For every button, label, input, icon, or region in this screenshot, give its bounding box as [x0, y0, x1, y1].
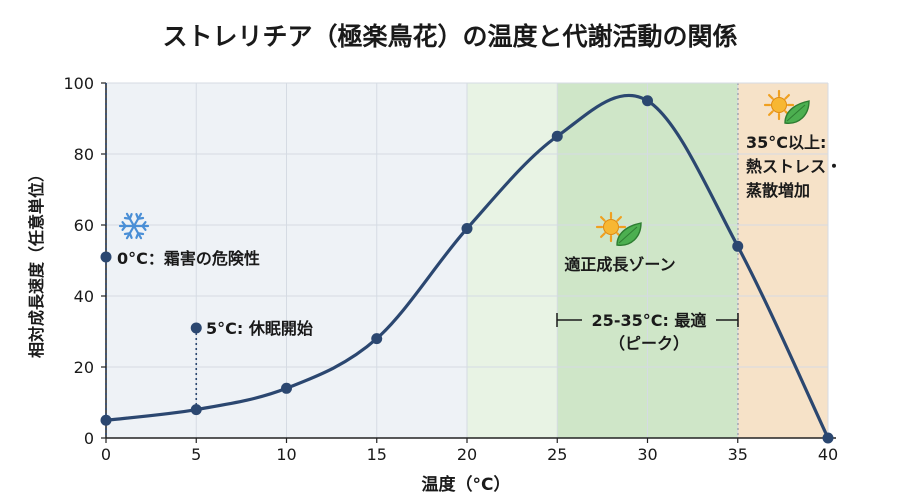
x-tick-label: 40: [818, 445, 838, 464]
snowflake-icon: [118, 212, 150, 240]
data-point: [551, 130, 563, 142]
data-point: [281, 382, 292, 394]
x-tick-label: 0: [101, 445, 111, 464]
x-tick-label: 5: [191, 445, 201, 464]
frost-annotation-text: 0°C：霜害の危険性: [117, 249, 260, 268]
zone-band-light-green: [467, 83, 558, 438]
growth-curve-line: [104, 93, 830, 440]
frost-marker: [100, 251, 112, 263]
y-tick-label: 0: [84, 429, 94, 448]
optimal-peak-text: （ピーク）: [609, 334, 689, 353]
x-axis-label: 温度（°C）: [422, 474, 511, 495]
data-point: [822, 432, 834, 444]
x-tick-label: 20: [457, 445, 477, 464]
x-tick-label: 10: [276, 445, 296, 464]
x-tick-label: 35: [728, 445, 748, 464]
y-tick-label: 20: [74, 358, 94, 377]
sun-leaf-icon: [595, 211, 642, 246]
annotation-layer: 0°C：霜害の危険性 5°C: 休眠開始 適正成長ゾーン 25-35°C: 最適 （ピー…: [100, 83, 842, 438]
x-tick-label: 15: [367, 445, 387, 464]
data-point: [732, 240, 744, 252]
y-tick-label: 100: [63, 74, 94, 93]
sun-leaf-icon: [763, 89, 810, 124]
x-tick-label: 30: [637, 445, 657, 464]
y-tick-label: 80: [74, 145, 94, 164]
heat-stress-text: 熱ストレス・: [746, 157, 842, 176]
zone-band-orange: [737, 83, 828, 438]
dormancy-marker: [190, 322, 202, 334]
dormancy-annotation-text: 5°C: 休眠開始: [206, 319, 313, 338]
optimal-zone-label: 適正成長ゾーン: [564, 255, 675, 274]
x-tick-label: 25: [547, 445, 567, 464]
y-tick-label: 40: [74, 287, 94, 306]
optimal-range-text: 25-35°C: 最適: [592, 311, 707, 330]
y-axis-label: 相対成長速度（任意単位）: [27, 166, 46, 358]
data-point: [371, 333, 383, 345]
chart-title: ストレリチア（極楽鳥花）の温度と代謝活動の関係: [162, 22, 737, 51]
data-point: [642, 95, 653, 107]
heat-stress-text: 35°C以上:: [746, 133, 826, 152]
y-tick-label: 60: [74, 216, 94, 235]
data-point: [100, 414, 112, 426]
heat-stress-text: 蒸散増加: [746, 181, 810, 200]
data-point: [461, 223, 473, 235]
